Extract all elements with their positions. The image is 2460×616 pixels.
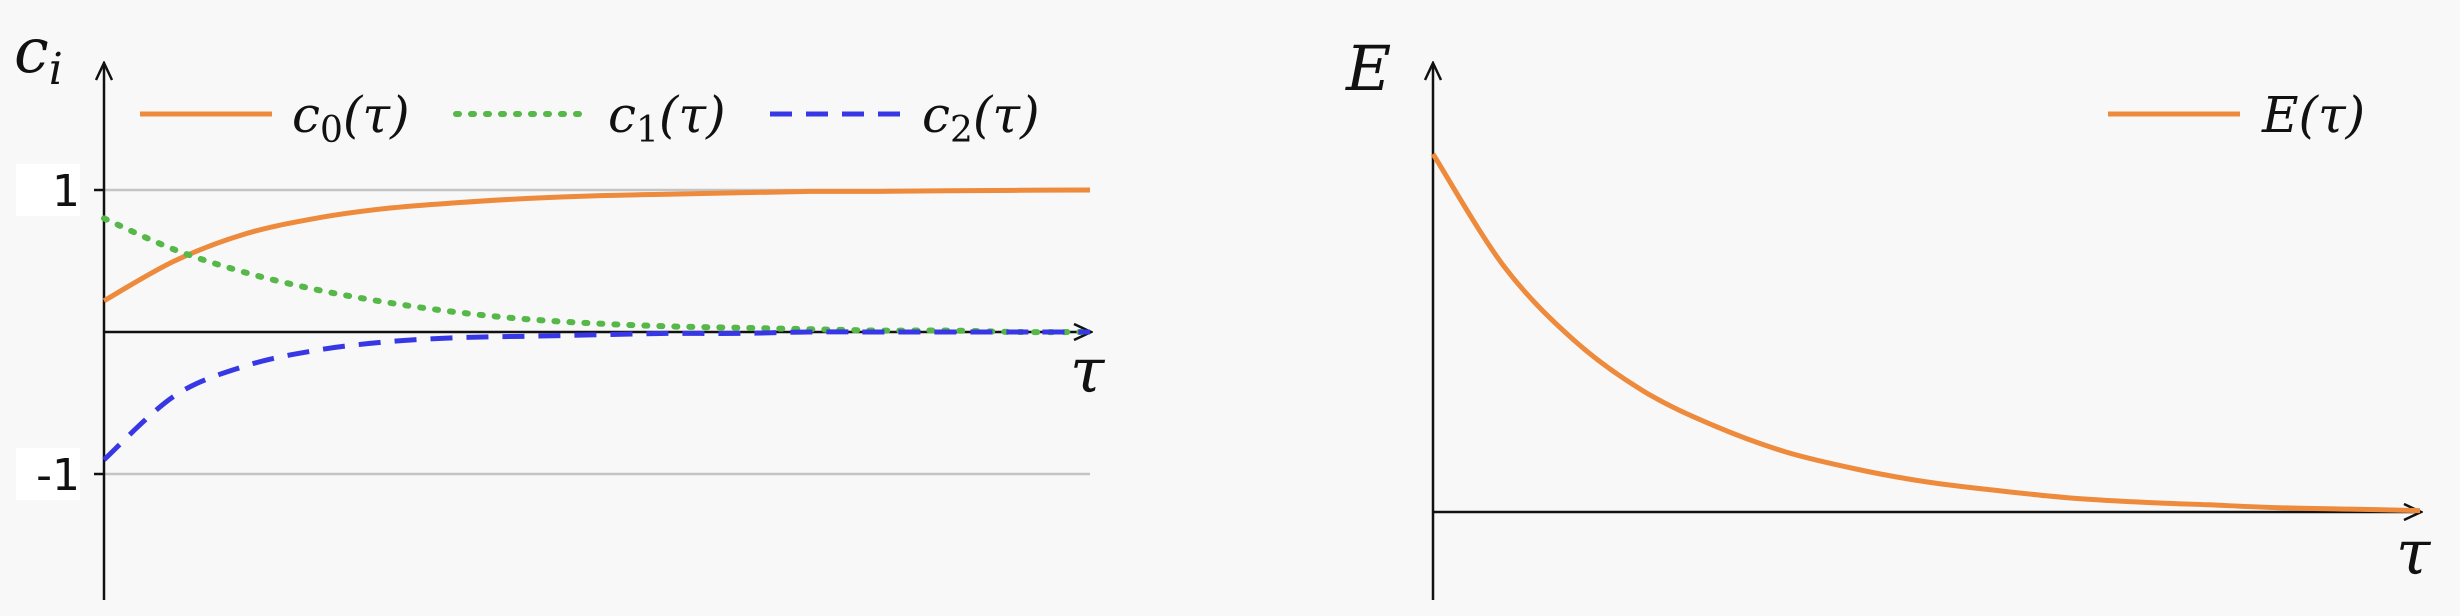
y-tick-label-1: -1 <box>36 450 80 501</box>
legend-label-E: E(τ) <box>2261 86 2365 144</box>
left-legend: c0(τ) c1(τ) c2(τ) <box>140 86 1040 151</box>
y-tick-label-0: 1 <box>52 166 80 217</box>
series-line-c1 <box>101 215 1093 336</box>
y-tick-bg-1 <box>16 448 80 500</box>
legend-label-c2: c2(τ) <box>922 86 1040 151</box>
legend-label-c0: c0(τ) <box>292 86 410 151</box>
left-series-group <box>101 187 1093 462</box>
series-line-E <box>1430 152 2421 514</box>
series-line-c2 <box>102 329 1090 462</box>
right-y-axis-label: E <box>1345 32 1391 105</box>
right-legend: E(τ) <box>2108 86 2365 144</box>
legend-label-c1: c1(τ) <box>608 86 726 151</box>
left-x-axis-label: τ <box>1070 334 1106 407</box>
right-x-axis-label: τ <box>2396 516 2432 589</box>
left-y-ticks: 1 -1 <box>16 164 104 501</box>
series-line-c0 <box>102 187 1091 303</box>
right-chart: E τ E(τ) <box>1345 32 2432 600</box>
left-y-axis-label: ci <box>14 14 63 95</box>
right-series-group <box>1430 152 2421 514</box>
y-tick-bg-0 <box>16 164 80 216</box>
left-chart: 1 -1 ci τ c0(τ) c1(τ) c2(τ) <box>14 14 1106 600</box>
